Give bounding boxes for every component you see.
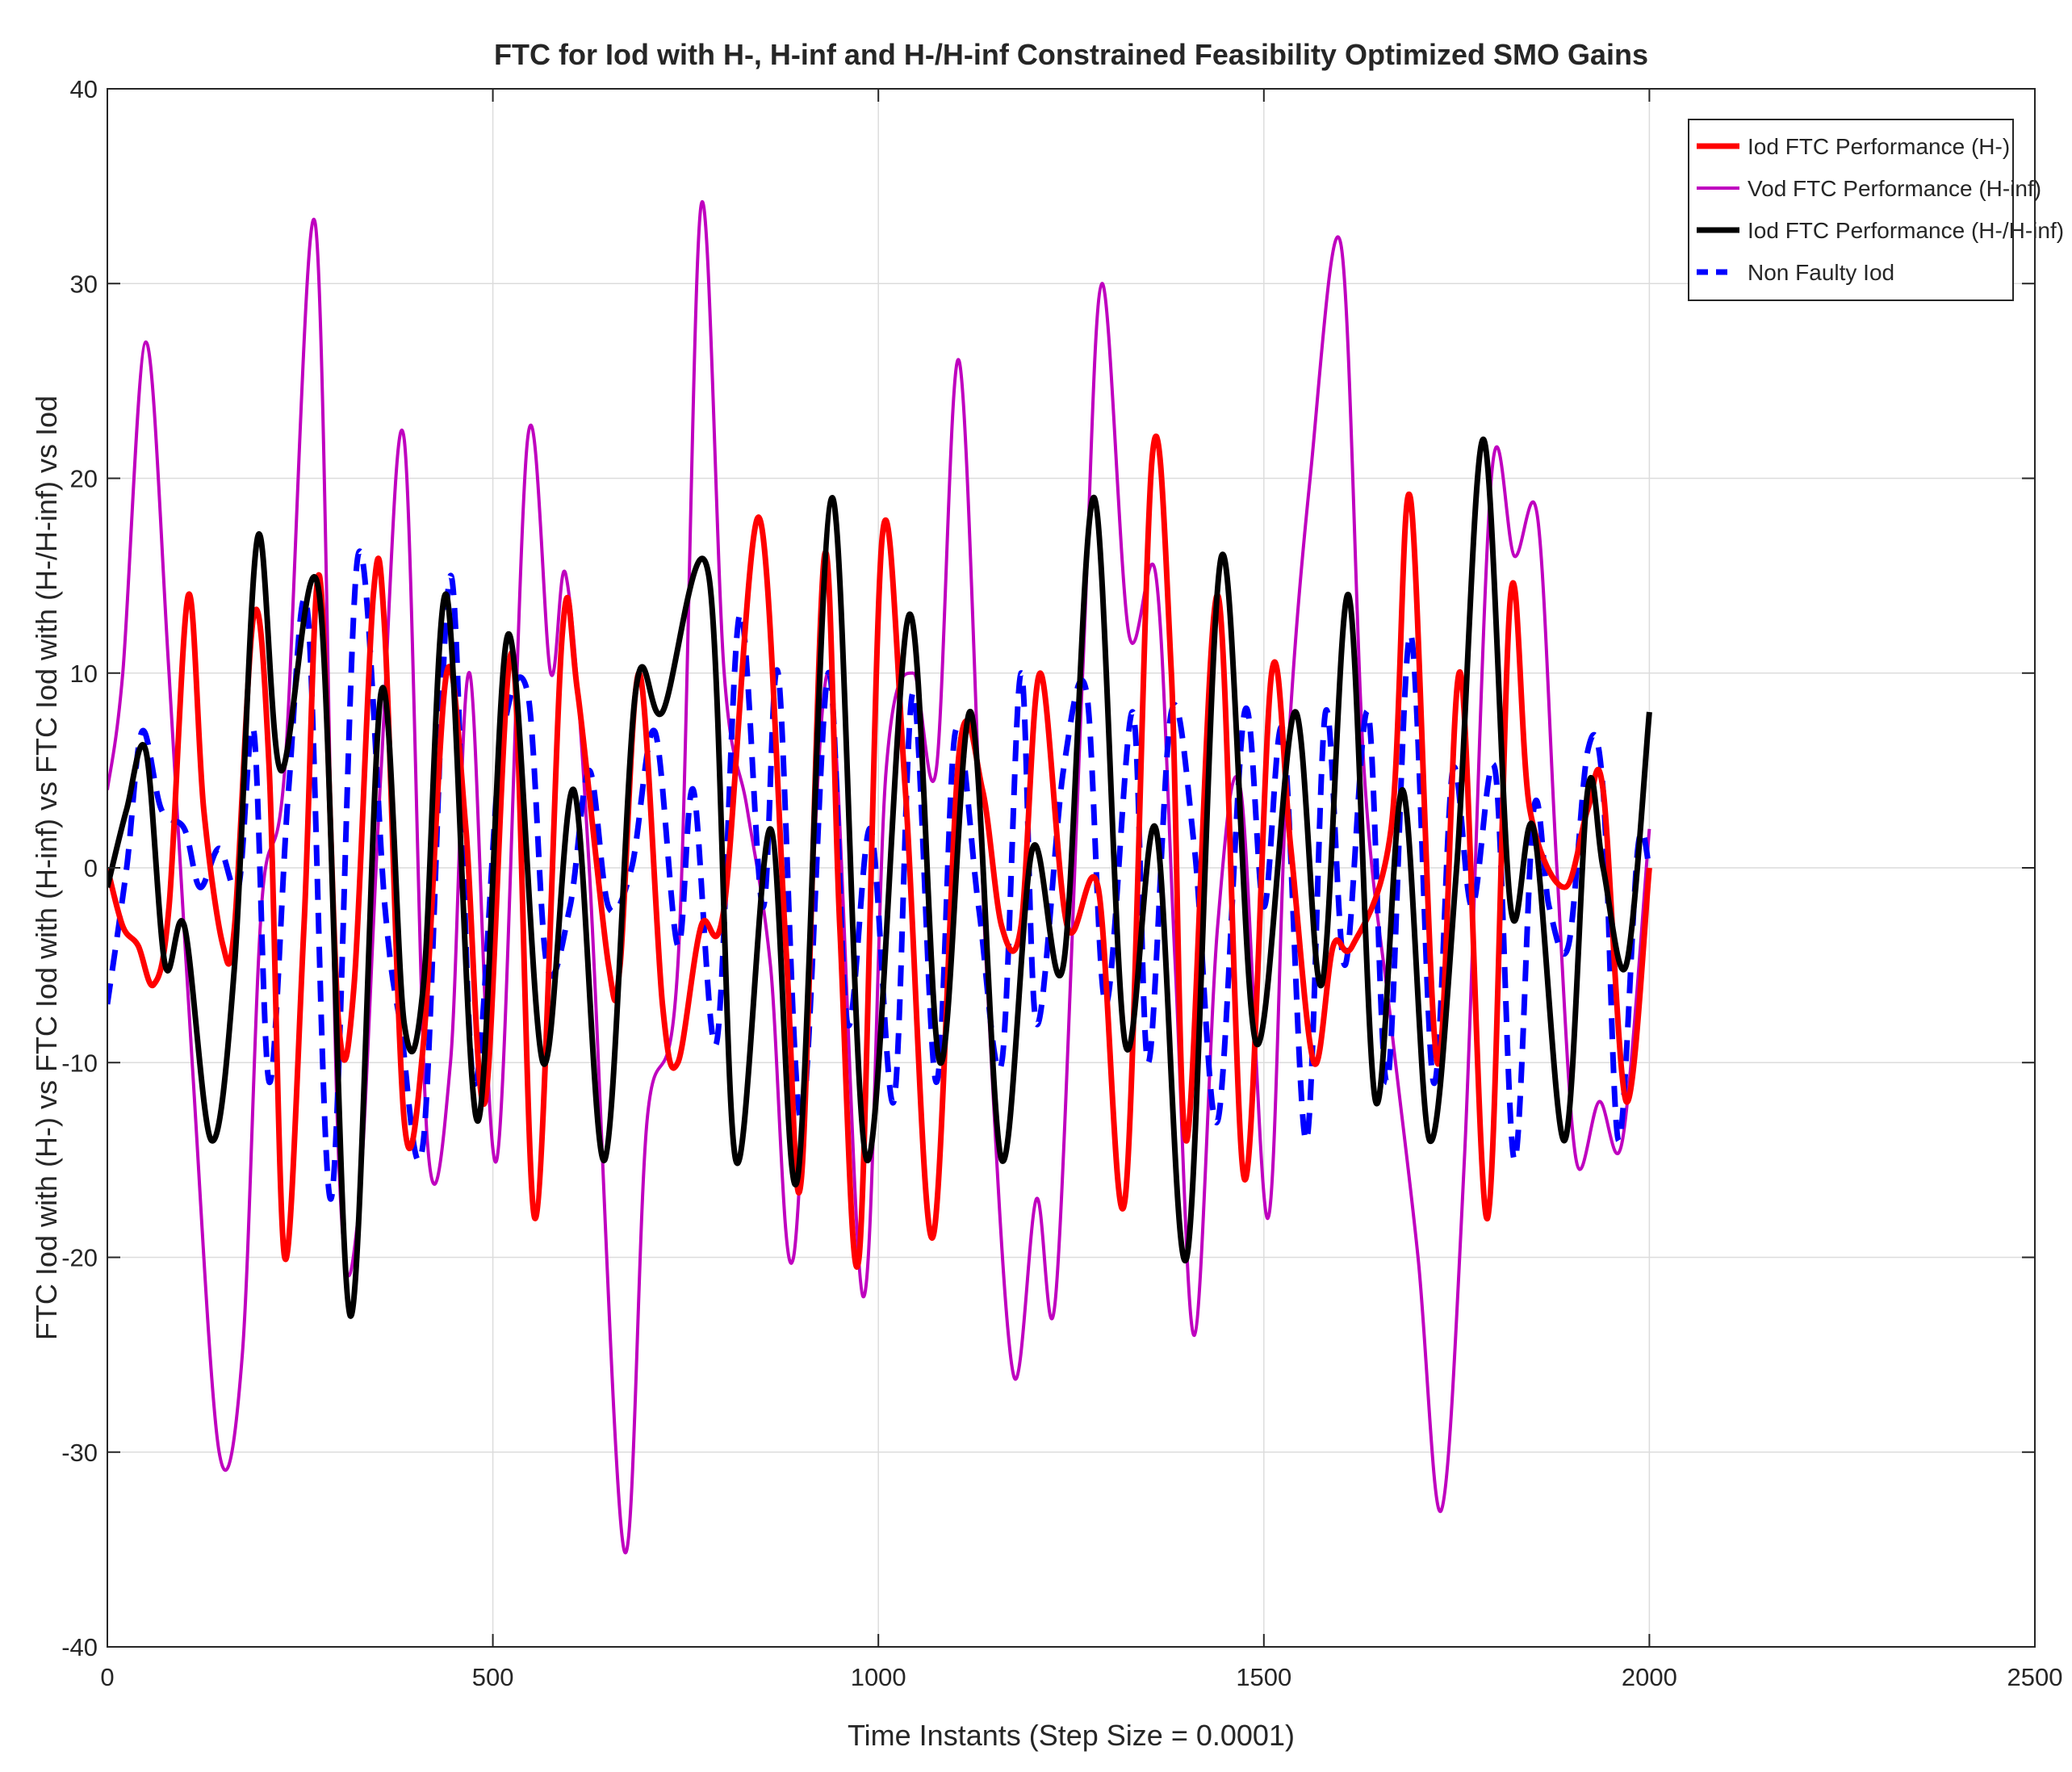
y-tick-label: 30 (70, 270, 98, 298)
axis-ticks: 0 500 1000 1500 2000 2500 -40 -30 -20 -10 0 10 20 30 4… (61, 75, 2062, 1691)
legend-label-0: Iod FTC Performance (H-) (1748, 134, 2010, 159)
y-tick-label: 20 (70, 465, 98, 493)
y-tick-label: -30 (61, 1439, 98, 1467)
legend-box (1688, 119, 2014, 301)
legend: Iod FTC Performance (H-) Vod FTC Performa… (1688, 119, 2064, 301)
legend-label-1: Vod FTC Performance (H-inf) (1748, 176, 2041, 201)
series-line-0 (107, 433, 1652, 1270)
y-tick-label: 10 (70, 660, 98, 688)
y-tick-label: -20 (61, 1244, 98, 1272)
y-tick-label: -10 (61, 1049, 98, 1077)
x-tick-label: 1000 (851, 1663, 906, 1691)
x-tick-label: 2000 (1622, 1663, 1677, 1691)
x-tick-label: 500 (472, 1663, 514, 1691)
chart-title: FTC for Iod with H-, H-inf and H-/H-inf … (494, 38, 1648, 71)
series-line-3 (107, 548, 1652, 1202)
x-axis-label: Time Instants (Step Size = 0.0001) (848, 1719, 1295, 1752)
y-tick-label: 0 (84, 854, 98, 882)
series-line-1 (107, 200, 1651, 1555)
x-tick-label: 2500 (2007, 1663, 2063, 1691)
x-tick-label: 0 (100, 1663, 114, 1691)
legend-label-3: Non Faulty Iod (1748, 260, 1894, 285)
series-line-2 (107, 436, 1652, 1319)
legend-label-2: Iod FTC Performance (H-/H-inf) (1748, 218, 2064, 243)
x-tick-label: 1500 (1236, 1663, 1291, 1691)
y-axis-label: FTC Iod with (H-) vs FTC Iod with (H-inf… (30, 396, 63, 1340)
series-layer (107, 200, 1652, 1555)
y-tick-label: 40 (70, 75, 98, 103)
y-tick-label: -40 (61, 1633, 98, 1661)
